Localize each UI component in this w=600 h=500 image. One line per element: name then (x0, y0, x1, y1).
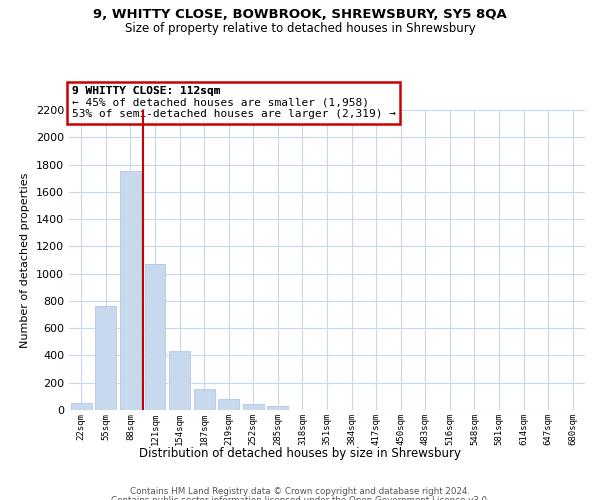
Bar (145, 264, 166, 410)
Bar (218, 399, 239, 410)
Bar (169, 352, 190, 410)
Bar (194, 389, 215, 410)
Text: Contains HM Land Registry data © Crown copyright and database right 2024.: Contains HM Land Registry data © Crown c… (130, 488, 470, 496)
Bar (268, 406, 289, 410)
Text: 9, WHITTY CLOSE, BOWBROOK, SHREWSBURY, SY5 8QA: 9, WHITTY CLOSE, BOWBROOK, SHREWSBURY, S… (93, 8, 507, 20)
Bar (71, 402, 92, 410)
Text: 9 WHITTY CLOSE: 112sqm: 9 WHITTY CLOSE: 112sqm (71, 86, 220, 119)
Text: Size of property relative to detached houses in Shrewsbury: Size of property relative to detached ho… (125, 22, 475, 35)
Text: Distribution of detached houses by size in Shrewsbury: Distribution of detached houses by size … (139, 448, 461, 460)
Y-axis label: Number of detached properties: Number of detached properties (20, 172, 31, 348)
Bar (243, 404, 264, 410)
Bar (95, 306, 116, 410)
Bar (120, 172, 141, 410)
Text: Contains public sector information licensed under the Open Government Licence v3: Contains public sector information licen… (110, 496, 490, 500)
Text: 9 WHITTY CLOSE: 112sqm
← 45% of detached houses are smaller (1,958)
53% of semi-: 9 WHITTY CLOSE: 112sqm ← 45% of detached… (71, 86, 395, 119)
